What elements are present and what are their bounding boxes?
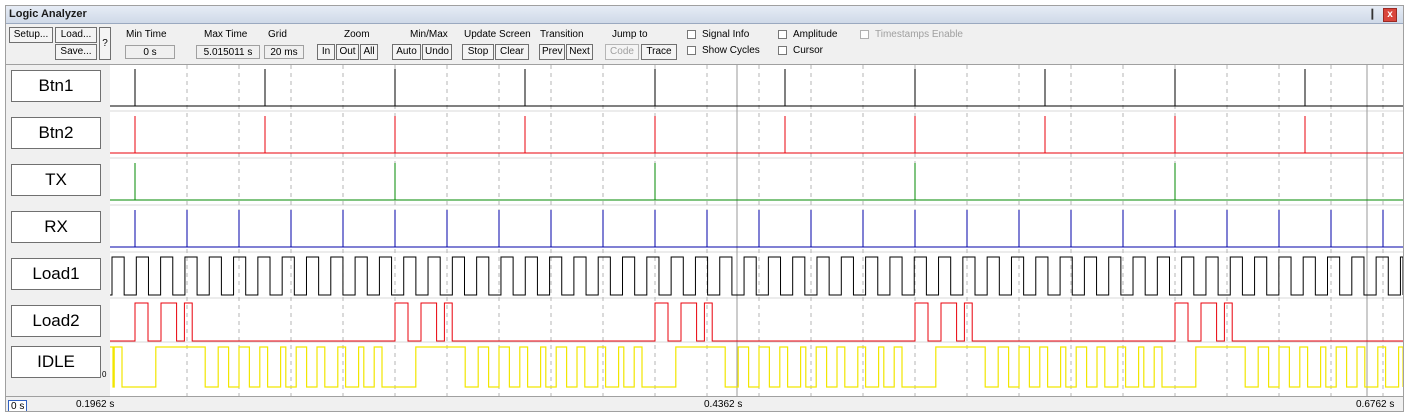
close-icon[interactable]: x (1383, 8, 1397, 22)
waveform-area[interactable] (110, 65, 1403, 396)
time-left-label: 0.1962 s (76, 399, 115, 410)
jump-to-label: Jump to (612, 29, 648, 40)
signal-info-checkbox[interactable] (687, 30, 696, 39)
title-bar: Logic Analyzer ❙ x (6, 6, 1403, 24)
logic-analyzer-window: Logic Analyzer ❙ x Setup... Load... Save… (5, 5, 1404, 412)
clear-button[interactable]: Clear (495, 44, 529, 60)
transition-label: Transition (540, 29, 584, 40)
amplitude-checkbox[interactable] (778, 30, 787, 39)
zoom-out-button[interactable]: Out (336, 44, 359, 60)
stop-button[interactable]: Stop (462, 44, 494, 60)
cursor-label: Cursor (793, 45, 824, 56)
grid-value: 20 ms (264, 45, 304, 59)
time-right-label: 0.6762 s (1356, 399, 1395, 410)
cursor-checkbox[interactable] (778, 46, 787, 55)
signal-info-label: Signal Info (702, 29, 750, 40)
waveform-bursts-load2 (110, 302, 1403, 342)
show-cycles-checkbox[interactable] (687, 46, 696, 55)
undo-button[interactable]: Undo (422, 44, 452, 60)
toolbar: Setup... Load... Save... ? Min Time 0 s … (6, 24, 1403, 65)
zoom-in-button[interactable]: In (317, 44, 335, 60)
time-axis-bar: 0 s 0.1962 s 0.4362 s 0.6762 s (6, 396, 1403, 411)
save-button[interactable]: Save... (55, 44, 97, 60)
waveform-svg (110, 65, 1403, 396)
time-center-label: 0.4362 s (704, 399, 743, 410)
idle-level-label: 0 (102, 370, 107, 379)
setup-button[interactable]: Setup... (9, 27, 53, 43)
minmax-label: Min/Max (410, 29, 448, 40)
max-time-label: Max Time (204, 29, 248, 40)
grid-label: Grid (268, 29, 287, 40)
waveform-clock-load1 (110, 256, 1403, 296)
signal-button-btn1[interactable]: Btn1 (11, 70, 101, 102)
window-title: Logic Analyzer (9, 8, 87, 20)
zoom-all-button[interactable]: All (360, 44, 378, 60)
signal-button-rx[interactable]: RX (11, 211, 101, 243)
zoom-label: Zoom (344, 29, 370, 40)
timestamps-enable-checkbox[interactable] (860, 30, 869, 39)
max-time-value: 5.015011 s (196, 45, 260, 59)
signal-button-idle[interactable]: IDLE (11, 346, 101, 378)
cursor-time-box: 0 s (8, 400, 28, 411)
help-button[interactable]: ? (99, 27, 111, 60)
next-button[interactable]: Next (566, 44, 593, 60)
prev-button[interactable]: Prev (539, 44, 565, 60)
amplitude-label: Amplitude (793, 29, 838, 40)
signal-button-load2[interactable]: Load2 (11, 305, 101, 337)
pin-icon[interactable]: ❙ (1367, 8, 1377, 20)
signal-button-tx[interactable]: TX (11, 164, 101, 196)
trace-button[interactable]: Trace (641, 44, 677, 60)
waveform-idle-idle (110, 346, 1403, 388)
update-screen-label: Update Screen (464, 29, 531, 40)
show-cycles-label: Show Cycles (702, 45, 760, 56)
min-time-label: Min Time (126, 29, 167, 40)
auto-button[interactable]: Auto (392, 44, 421, 60)
min-time-value: 0 s (125, 45, 175, 59)
signal-button-load1[interactable]: Load1 (11, 258, 101, 290)
load-button[interactable]: Load... (55, 27, 97, 43)
signal-list: Btn1 Btn2 TX RX Load1 Load2 IDLE 0 (6, 65, 111, 396)
timestamps-enable-label: Timestamps Enable (875, 29, 963, 40)
code-button[interactable]: Code (605, 44, 639, 60)
signal-button-btn2[interactable]: Btn2 (11, 117, 101, 149)
